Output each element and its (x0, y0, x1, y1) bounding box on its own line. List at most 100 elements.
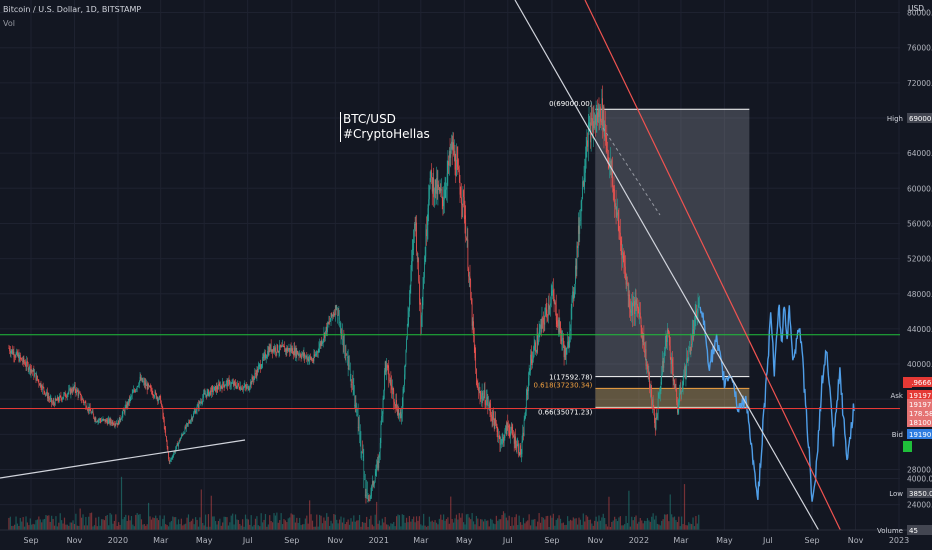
candle-body (624, 263, 625, 267)
candle-body (602, 106, 604, 127)
volume-bar (341, 522, 344, 530)
candle-body (594, 115, 596, 129)
volume-bar (266, 526, 268, 530)
price-axis-markers: 69000.00High19666.0019197.4Ask19197.4178… (877, 113, 932, 535)
candle-body (471, 303, 473, 326)
candle-body (540, 324, 541, 329)
candle-body (265, 353, 266, 359)
volume-bar (394, 526, 396, 530)
volume-bar (656, 523, 659, 530)
candle-body (17, 351, 18, 356)
candle-body (503, 437, 504, 443)
volume-bar (376, 501, 378, 530)
candle-body (182, 434, 184, 436)
candle-body (118, 420, 120, 425)
candle-body (342, 345, 344, 347)
candle-body (39, 383, 40, 386)
volume-bar (118, 522, 120, 530)
volume-bar (425, 526, 428, 530)
volume-bar (417, 520, 419, 530)
candle-body (690, 344, 692, 354)
candle-body (140, 376, 142, 381)
candle-body (46, 391, 48, 394)
volume-bar (53, 525, 56, 530)
candle-body (72, 387, 74, 393)
candle-body (514, 436, 516, 444)
candle-body (59, 396, 61, 397)
candle-body (365, 494, 367, 496)
volume-bar (347, 519, 349, 530)
candle-body (133, 390, 135, 391)
candle-body (203, 393, 204, 398)
candle-body (241, 389, 243, 390)
candle-body (367, 500, 368, 502)
candle-body (63, 394, 65, 398)
candle-body (400, 412, 402, 419)
candle-body (344, 352, 345, 354)
candle-body (437, 184, 439, 195)
candle-body (112, 421, 114, 425)
candle-body (143, 380, 145, 385)
volume-bar (9, 516, 11, 530)
candle-body (270, 344, 272, 352)
candle-body (436, 178, 437, 194)
volume-bar (480, 519, 482, 530)
candle-body (592, 121, 594, 132)
volume-bar (438, 518, 440, 530)
candle-body (104, 419, 106, 423)
price-axis[interactable]: USD84000.0080000.0076000.0072000.0068000… (900, 0, 932, 550)
candle-body (77, 391, 79, 396)
candle-body (563, 346, 565, 358)
chart-annotation[interactable]: BTC/USD #CryptoHellas (340, 112, 430, 142)
volume-bar (448, 523, 450, 530)
candle-body (535, 351, 537, 353)
candle-body (381, 416, 382, 425)
candle-body (122, 410, 124, 415)
volume-bar (149, 516, 151, 530)
candle-body (116, 423, 117, 425)
volume-bar (576, 524, 579, 530)
time-axis[interactable]: Sep Nov 2020 Mar May Jul Sep Nov 2021 Mar May Jul Se… (0, 529, 932, 550)
candle-body (245, 385, 246, 387)
candle-body (256, 369, 258, 377)
candle-body (113, 424, 115, 426)
trend-drawings[interactable] (0, 0, 900, 550)
volume-bar (552, 513, 554, 530)
candle-body (467, 239, 469, 269)
candle-body (385, 361, 387, 372)
symbol-header[interactable]: Bitcoin / U.S. Dollar, 1D, BITSTAMP (3, 5, 142, 14)
candle-body (438, 187, 440, 192)
candle-body (57, 397, 59, 401)
candle-body (404, 364, 406, 375)
candle-body (52, 401, 54, 404)
candle-body (266, 356, 268, 359)
candle-body (647, 364, 648, 370)
candle-body (375, 471, 377, 476)
candle-body (484, 390, 486, 405)
ask-volume-block (903, 377, 912, 388)
candle-body (680, 387, 682, 394)
volume-bar (653, 519, 656, 530)
volume-bar (588, 520, 590, 530)
candle-body (338, 318, 340, 320)
volume-bar (299, 517, 301, 530)
candle-body (247, 386, 248, 387)
candle-body (211, 387, 213, 389)
candle-body (638, 308, 640, 318)
candle-body (607, 149, 608, 151)
volume-bar (260, 513, 262, 530)
candle-body (339, 322, 340, 323)
candle-body (649, 386, 651, 389)
volume-bar (544, 519, 546, 530)
candle-body (56, 400, 58, 401)
volume-bar (501, 514, 503, 530)
volume-bar (333, 514, 335, 530)
candle-body (235, 386, 237, 389)
candle-body (187, 423, 189, 424)
candle-body (114, 423, 116, 426)
volume-bar (665, 514, 667, 530)
candle-body (292, 353, 294, 355)
volume-bar (306, 515, 308, 530)
candle-body (260, 364, 261, 369)
